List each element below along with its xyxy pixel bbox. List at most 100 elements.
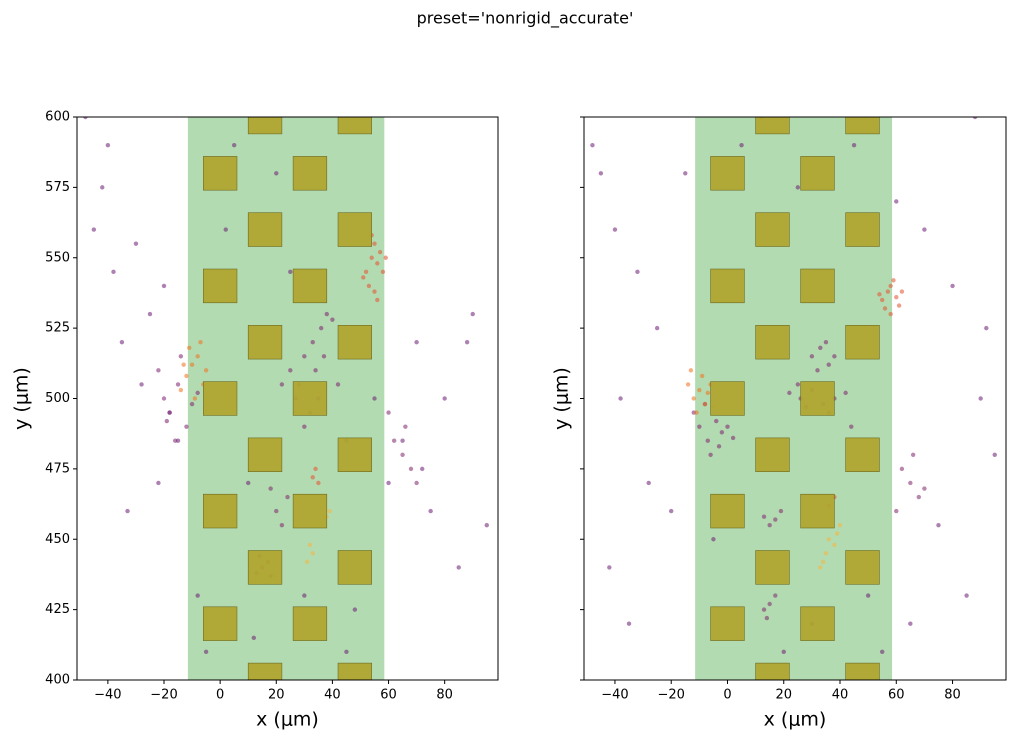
point <box>865 593 871 598</box>
point <box>716 444 722 449</box>
point <box>826 362 831 367</box>
point <box>832 542 837 548</box>
x-tick-label: 80 <box>436 688 453 703</box>
point <box>877 292 882 297</box>
x-tick-label: 80 <box>944 688 961 703</box>
point <box>795 185 801 190</box>
point <box>344 649 349 655</box>
point <box>161 396 167 401</box>
point <box>820 559 826 564</box>
point <box>380 269 386 275</box>
point <box>164 418 170 424</box>
point <box>787 390 792 396</box>
point <box>383 255 388 260</box>
probe-pad <box>292 268 328 304</box>
point <box>654 325 660 331</box>
point <box>372 289 377 294</box>
x-tick-label: −40 <box>94 688 121 703</box>
probe-pad <box>247 437 283 472</box>
point <box>195 593 200 598</box>
point <box>815 368 820 373</box>
point <box>189 401 195 407</box>
probe-pad <box>800 156 835 191</box>
x-tick-label: 40 <box>324 688 341 703</box>
point <box>184 424 189 429</box>
point <box>366 283 372 289</box>
point <box>484 522 489 528</box>
point <box>456 565 461 570</box>
point <box>984 325 989 331</box>
point <box>175 382 181 387</box>
point <box>363 269 369 275</box>
probe-pad <box>203 493 238 529</box>
point <box>147 311 153 317</box>
plot-area <box>590 117 997 680</box>
point <box>894 508 899 514</box>
point <box>223 227 228 232</box>
point <box>832 354 837 359</box>
probe-pad <box>247 325 283 360</box>
point <box>203 368 209 373</box>
probe-pad <box>337 212 372 247</box>
x-tick-label: 60 <box>888 688 905 703</box>
point <box>268 486 273 491</box>
point <box>414 340 419 345</box>
probe-pad <box>203 156 238 191</box>
point <box>288 269 293 275</box>
point <box>203 649 209 655</box>
point <box>313 368 318 373</box>
probe-pad <box>755 117 790 135</box>
point <box>111 269 116 275</box>
probe-pad <box>755 212 790 247</box>
probe-pad <box>755 437 790 472</box>
point <box>464 340 470 345</box>
point <box>302 354 307 359</box>
point <box>178 387 184 393</box>
probe-pad <box>292 381 328 416</box>
probe-pad <box>800 606 835 641</box>
x-tick-label: 40 <box>832 688 849 703</box>
probe-pad <box>292 493 328 529</box>
point <box>361 275 366 280</box>
point <box>761 514 767 519</box>
point <box>313 466 318 472</box>
point <box>442 396 447 401</box>
point <box>375 297 380 303</box>
probe-pad <box>247 550 283 585</box>
point <box>880 297 885 303</box>
x-tick-label: −40 <box>601 688 628 703</box>
y-tick-label: 450 <box>45 532 70 547</box>
point <box>133 241 139 246</box>
point <box>327 508 332 514</box>
point <box>888 283 893 289</box>
point <box>739 142 744 148</box>
point <box>851 142 857 148</box>
point <box>826 537 831 542</box>
probe-pad <box>710 268 745 304</box>
point <box>899 466 905 472</box>
point <box>964 593 969 598</box>
point <box>705 390 710 396</box>
x-tick-label: 60 <box>380 688 397 703</box>
point <box>910 452 916 457</box>
point <box>105 142 111 148</box>
point <box>888 311 893 317</box>
y-tick-label: 550 <box>45 250 70 265</box>
point <box>251 635 257 640</box>
probe-pad <box>755 325 790 360</box>
point <box>307 542 313 548</box>
y-tick-label: 400 <box>45 673 70 688</box>
point <box>181 362 186 367</box>
point <box>161 283 167 289</box>
point <box>318 325 324 331</box>
point <box>304 559 310 564</box>
point <box>470 311 475 317</box>
point <box>882 306 888 311</box>
point <box>835 531 840 536</box>
probe-pad <box>755 550 790 585</box>
point <box>119 340 125 345</box>
point <box>91 227 97 232</box>
point <box>849 424 854 429</box>
y-tick-label: 525 <box>45 321 70 336</box>
